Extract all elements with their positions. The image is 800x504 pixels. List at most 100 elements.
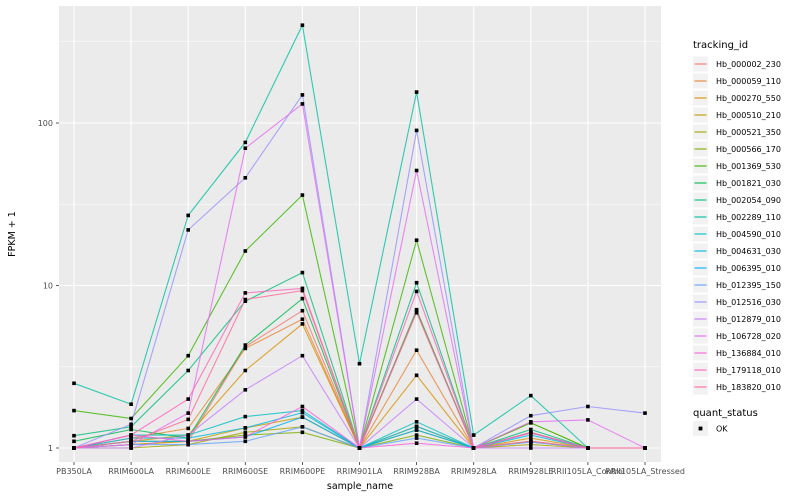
data-point	[300, 102, 305, 106]
data-point	[186, 439, 190, 444]
x-tick-label: RRIM600LE	[166, 467, 211, 476]
data-point	[414, 238, 419, 242]
legend-entry-label: Hb_179118_010	[716, 366, 781, 375]
data-point	[243, 426, 248, 430]
legend-entry-label: Hb_000002_230	[716, 60, 781, 69]
data-point	[300, 308, 305, 313]
legend-entry: Hb_000002_230	[693, 56, 781, 72]
legend-entry: Hb_106728_020	[693, 328, 781, 344]
data-point	[243, 291, 248, 295]
x-tick-label: RRII105LA_Control	[551, 467, 625, 476]
data-point	[243, 176, 248, 180]
data-point	[471, 446, 476, 450]
data-point	[186, 397, 190, 401]
data-point	[186, 417, 190, 422]
legend-entry: Hb_183820_010	[693, 379, 781, 395]
plot-panel	[59, 6, 661, 462]
legend-entry: Hb_002289_110	[693, 209, 781, 225]
data-point	[243, 368, 248, 373]
legend-entry-label: Hb_012879_010	[716, 315, 781, 324]
data-point	[243, 435, 248, 439]
legend-entry: Hb_000510_210	[693, 107, 781, 123]
data-point	[529, 431, 533, 435]
legend-entry: Hb_001821_030	[693, 175, 781, 191]
data-point	[529, 420, 533, 424]
data-point	[414, 348, 419, 352]
legend-entry-label: Hb_001369_530	[716, 162, 781, 171]
y-axis-title: FPKM + 1	[7, 211, 18, 257]
data-point	[471, 433, 476, 437]
data-point	[529, 436, 533, 440]
data-point	[300, 296, 305, 301]
data-point	[300, 286, 305, 291]
data-point	[243, 346, 248, 351]
data-point	[243, 249, 248, 253]
legend-entry: Hb_000270_550	[693, 90, 781, 106]
legend-entry: Hb_012395_150	[693, 277, 781, 293]
data-point	[586, 418, 590, 422]
data-point	[414, 428, 419, 432]
data-point	[529, 413, 533, 418]
data-point	[529, 442, 533, 447]
legend-entry-label: Hb_004631_030	[716, 247, 781, 256]
data-point	[414, 420, 419, 424]
data-point	[300, 404, 305, 409]
data-point	[414, 436, 419, 440]
data-point	[129, 446, 133, 450]
ok-point-marker-icon	[698, 426, 703, 431]
legend-entry-label: Hb_001821_030	[716, 179, 781, 188]
legend-entry: Hb_012516_030	[693, 294, 781, 310]
legend-entry-label: Hb_183820_010	[716, 383, 781, 392]
data-point	[529, 439, 533, 444]
legend-entry-label: Hb_000270_550	[716, 94, 781, 103]
legend-entry-label: Hb_002289_110	[716, 213, 781, 222]
data-point	[586, 446, 590, 450]
x-axis-title: sample_name	[327, 481, 393, 492]
data-point	[300, 322, 305, 326]
x-tick-label: RRIM600LA	[108, 467, 154, 476]
data-point	[300, 415, 305, 419]
x-tick-label: RRIM901LA	[337, 467, 383, 476]
data-point	[300, 270, 305, 275]
legend-entry-label: Hb_106728_020	[716, 332, 781, 341]
data-point	[414, 90, 419, 94]
data-point	[414, 289, 419, 294]
legend-entry: Hb_004631_030	[693, 243, 781, 259]
legend-entry: Hb_001369_530	[693, 158, 781, 174]
data-point	[529, 393, 533, 398]
legend-entry-label: Hb_004590_010	[716, 230, 781, 239]
legend-entry: Hb_179118_010	[693, 362, 781, 378]
data-point	[300, 410, 305, 415]
legend-title: tracking_id	[693, 40, 748, 51]
legend-entry-label: Hb_002054_090	[716, 196, 781, 205]
data-point	[414, 433, 419, 437]
data-point	[243, 430, 248, 435]
legend-entry-label: Hb_012395_150	[716, 281, 781, 290]
data-point	[300, 425, 305, 429]
legend-entry-label: Hb_000521_350	[716, 128, 781, 137]
data-point	[186, 353, 190, 358]
x-tick-label: RRII105LA_Stressed	[605, 467, 685, 476]
data-point	[414, 280, 419, 285]
data-point	[129, 425, 133, 429]
data-point	[414, 310, 419, 315]
data-point	[529, 446, 533, 450]
data-point	[529, 433, 533, 437]
data-point	[186, 368, 190, 373]
data-point	[414, 373, 419, 378]
data-point	[414, 168, 419, 173]
legend-entry: Hb_000521_350	[693, 124, 781, 140]
data-point	[186, 433, 190, 437]
legend-entry: Hb_002054_090	[693, 192, 781, 208]
data-point	[243, 297, 248, 302]
x-tick-label: RRIM600PE	[280, 467, 326, 476]
data-point	[243, 433, 248, 437]
tracking-id-legend: Hb_000002_230 Hb_000059_110 Hb_000270_550 H…	[693, 56, 781, 395]
x-tick-label: RRIM928LA	[451, 467, 497, 476]
data-point	[186, 228, 190, 232]
data-points	[72, 23, 647, 450]
data-point	[643, 446, 647, 450]
data-point	[357, 446, 362, 450]
